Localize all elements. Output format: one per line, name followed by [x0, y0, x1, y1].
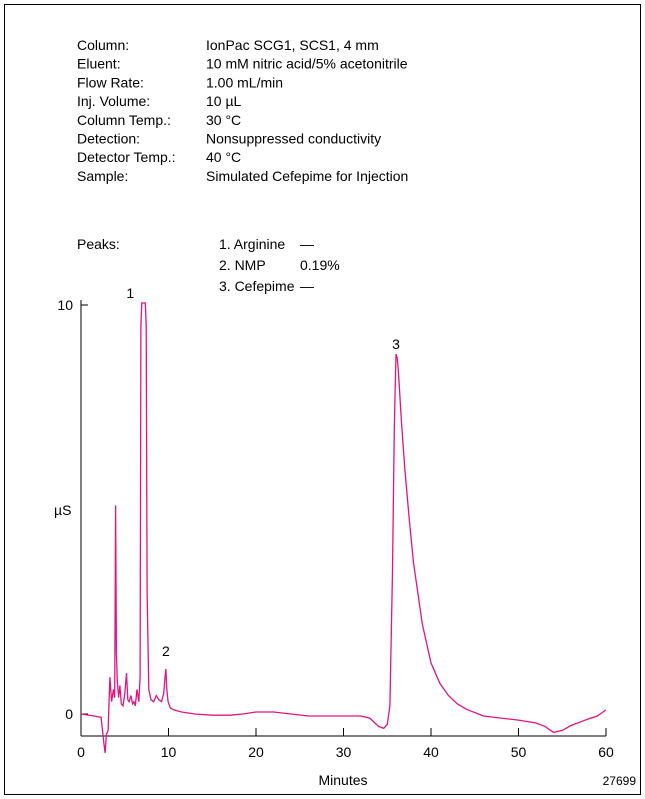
peak-name: 3. Cefepime	[219, 278, 295, 294]
axes	[80, 300, 606, 737]
peak-label: 2	[162, 643, 170, 659]
peak-label: 3	[392, 336, 400, 352]
condition-value: 10 mM nitric acid/5% acetonitrile	[206, 56, 408, 72]
x-tick-label: 30	[336, 744, 352, 760]
condition-label: Sample:	[77, 168, 128, 184]
peak-name: 2. NMP	[219, 257, 266, 273]
peaks-heading: Peaks:	[77, 236, 120, 252]
x-axis-label: Minutes	[318, 772, 367, 788]
figure-frame: Column: IonPac SCG1, SCS1, 4 mm Eluent: 10 …	[4, 4, 641, 795]
peaks-list: Peaks: 1. Arginine — 2. NMP 0.19% 3. Cefepime…	[77, 236, 340, 294]
peak-labels: 1 2 3	[126, 285, 400, 659]
series-line	[80, 302, 607, 753]
x-tick-label: 60	[598, 744, 614, 760]
y-tick-label: 10	[57, 297, 73, 313]
condition-value: 10 µL	[206, 93, 242, 109]
chromatogram: Column: IonPac SCG1, SCS1, 4 mm Eluent: 10 …	[54, 37, 637, 788]
condition-label: Eluent:	[77, 56, 121, 72]
x-tick-label: 0	[77, 744, 85, 760]
x-tick-label: 10	[161, 744, 177, 760]
condition-value: IonPac SCG1, SCS1, 4 mm	[206, 37, 379, 53]
x-tick-label: 50	[511, 744, 527, 760]
condition-label: Detection:	[77, 131, 140, 147]
peak-label: 1	[126, 285, 134, 301]
x-tick-label: 40	[423, 744, 439, 760]
axis-ticks: 0 10 20 30 40 50 60 0 10	[57, 297, 614, 760]
y-axis-label: µS	[54, 502, 71, 518]
x-tick-label: 20	[248, 744, 264, 760]
y-tick-label: 0	[65, 706, 73, 722]
peak-amount: 0.19%	[300, 257, 340, 273]
condition-value: Simulated Cefepime for Injection	[206, 168, 408, 184]
figure-number: 27699	[603, 774, 637, 788]
condition-label: Inj. Volume:	[77, 93, 150, 109]
peak-amount: —	[300, 236, 314, 252]
condition-label: Flow Rate:	[77, 74, 144, 90]
condition-label: Column:	[77, 37, 129, 53]
condition-value: Nonsuppressed conductivity	[206, 131, 381, 147]
condition-value: 30 °C	[206, 112, 241, 128]
condition-label: Column Temp.:	[77, 112, 171, 128]
condition-label: Detector Temp.:	[77, 149, 176, 165]
peak-name: 1. Arginine	[219, 236, 285, 252]
condition-value: 40 °C	[206, 149, 241, 165]
peak-amount: —	[300, 278, 314, 294]
conditions-block: Column: IonPac SCG1, SCS1, 4 mm Eluent: 10 …	[77, 37, 408, 184]
condition-value: 1.00 mL/min	[206, 74, 283, 90]
